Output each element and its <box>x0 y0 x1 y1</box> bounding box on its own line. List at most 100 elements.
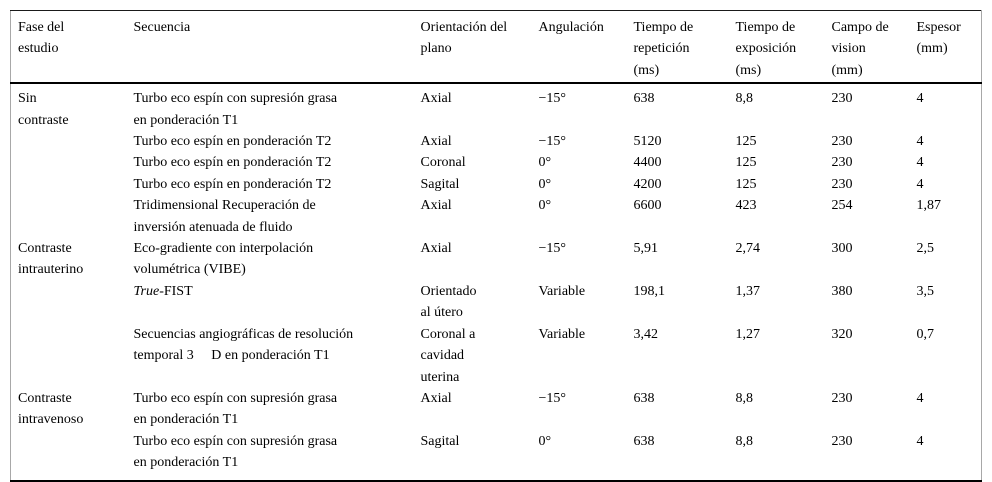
cell-tiempo_exposicion: 423 <box>736 195 832 238</box>
column-header-espesor: Espesor (mm) <box>917 11 982 84</box>
cell-campo_vision: 230 <box>832 152 917 173</box>
text-line: Secuencias angiográficas de resolución <box>133 326 354 342</box>
text-line: Turbo eco espín en ponderación T2 <box>133 176 332 192</box>
text-line: volumétrica (VIBE) <box>133 262 246 278</box>
cell-tiempo_exposicion: 125 <box>736 152 832 173</box>
text-line: estudio <box>18 41 59 57</box>
cell-tiempo_exposicion: 8,8 <box>736 431 832 481</box>
text-line: al útero <box>420 305 463 321</box>
text-line: 4200 <box>633 176 662 192</box>
table-row: Turbo eco espín en ponderación T2 Coronal… <box>11 152 982 173</box>
cell-campo_vision: 230 <box>832 131 917 152</box>
text-line: en ponderación T1 <box>133 455 239 471</box>
cell-orientacion: Sagital <box>421 431 539 481</box>
text-line: 4 <box>916 176 924 192</box>
cell-orientacion: Axial <box>421 195 539 238</box>
table-body: Sin contraste Turbo eco espín con supresió… <box>11 83 982 480</box>
text-line: en ponderación T1 <box>133 112 239 128</box>
cell-tiempo_exposicion: 1,27 <box>736 324 832 388</box>
cell-espesor: 4 <box>917 131 982 152</box>
text-line: 5120 <box>633 134 662 150</box>
cell-fase <box>11 152 134 173</box>
text-line: Orientado <box>420 283 477 299</box>
text-line: 254 <box>831 198 853 214</box>
text-line: Contraste <box>18 390 72 406</box>
cell-campo_vision: 230 <box>832 431 917 481</box>
text-line: Turbo eco espín con supresión grasa <box>133 91 338 107</box>
cell-tiempo_exposicion: 125 <box>736 131 832 152</box>
text-line: (mm) <box>831 62 863 78</box>
cell-tiempo_repeticion: 6600 <box>634 195 736 238</box>
text-line: 1,87 <box>916 198 942 214</box>
text-line: Sin <box>18 91 37 107</box>
text-line: Coronal <box>420 155 466 171</box>
table-row: Turbo eco espín con supresión grasa en po… <box>11 431 982 481</box>
text-line: (mm) <box>916 41 948 57</box>
cell-secuencia: Turbo eco espín en ponderación T2 <box>134 174 421 195</box>
column-header-secuencia: Secuencia <box>134 11 421 84</box>
cell-secuencia: Turbo eco espín en ponderación T2 <box>134 152 421 173</box>
text-line: Sagital <box>420 433 460 449</box>
text-line: 230 <box>831 390 853 406</box>
text-line: 638 <box>633 433 655 449</box>
text-line: 8,8 <box>735 433 754 449</box>
cell-secuencia: Eco-gradiente con interpolación volumétri… <box>134 238 421 281</box>
text-line: −15° <box>538 241 567 257</box>
cell-campo_vision: 230 <box>832 174 917 195</box>
cell-angulacion: Variable <box>539 324 634 388</box>
text-line: 0° <box>538 198 552 214</box>
cell-tiempo_repeticion: 638 <box>634 388 736 431</box>
cell-espesor: 2,5 <box>917 238 982 281</box>
text-line: Variable <box>538 326 586 342</box>
cell-secuencia: Tridimensional Recuperación de inversión … <box>134 195 421 238</box>
text-line: Sagital <box>420 176 460 192</box>
text-line: 230 <box>831 134 853 150</box>
text-line: Tridimensional Recuperación de <box>133 198 316 214</box>
text-line: 230 <box>831 155 853 171</box>
text-line: inversión atenuada de fluido <box>133 219 293 235</box>
text-line: 4 <box>916 433 924 449</box>
text-line: Angulación <box>538 20 604 35</box>
table-row: True-FIST Orientado al útero Variable 198,1 1… <box>11 281 982 324</box>
text-line: Turbo eco espín con supresión grasa <box>133 390 338 406</box>
cell-tiempo_repeticion: 198,1 <box>634 281 736 324</box>
text-line: 125 <box>735 176 757 192</box>
text-line: 6600 <box>633 198 662 214</box>
text-line: 4 <box>916 390 924 406</box>
cell-campo_vision: 300 <box>832 238 917 281</box>
cell-fase <box>11 281 134 324</box>
text-line: (ms) <box>735 62 762 78</box>
cell-campo_vision: 254 <box>832 195 917 238</box>
cell-tiempo_repeticion: 638 <box>634 83 736 131</box>
text-line: 0° <box>538 176 552 192</box>
text-line: 2,5 <box>916 241 935 257</box>
text-line: Variable <box>538 283 586 299</box>
table-header: Fase del estudio Secuencia Orientación del p… <box>10 11 982 84</box>
header-row: Fase del estudio Secuencia Orientación del p… <box>10 11 982 84</box>
text-line: plano <box>420 41 452 57</box>
text-line: 4 <box>916 91 924 107</box>
text-line: 320 <box>831 326 853 342</box>
cell-orientacion: Axial <box>421 83 539 131</box>
text-line: 2,74 <box>735 241 761 257</box>
mri-protocol-table-container: Fase del estudio Secuencia Orientación del p… <box>10 10 982 482</box>
text-line: 4400 <box>633 155 662 171</box>
cell-fase: Sin contraste <box>11 83 134 131</box>
cell-tiempo_exposicion: 8,8 <box>736 83 832 131</box>
table-row: Secuencias angiográficas de resolución te… <box>11 324 982 388</box>
table-row: Contraste intrauterino Eco-gradiente con i… <box>11 238 982 281</box>
cell-secuencia: Turbo eco espín con supresión grasa en po… <box>134 388 421 431</box>
table-row: Turbo eco espín en ponderación T2 Sagital… <box>11 174 982 195</box>
text-line: uterina <box>420 369 460 385</box>
cell-orientacion: Sagital <box>421 174 539 195</box>
cell-espesor: 4 <box>917 152 982 173</box>
cell-espesor: 0,7 <box>917 324 982 388</box>
column-header-angulacion: Angulación <box>539 11 634 84</box>
cell-angulacion: 0° <box>539 152 634 173</box>
text-line: Secuencia <box>133 20 191 35</box>
text-line: 638 <box>633 91 655 107</box>
text-line: 230 <box>831 91 853 107</box>
text-line: Tiempo de <box>633 20 694 35</box>
cell-fase <box>11 174 134 195</box>
text-line: Tiempo de <box>735 20 796 35</box>
